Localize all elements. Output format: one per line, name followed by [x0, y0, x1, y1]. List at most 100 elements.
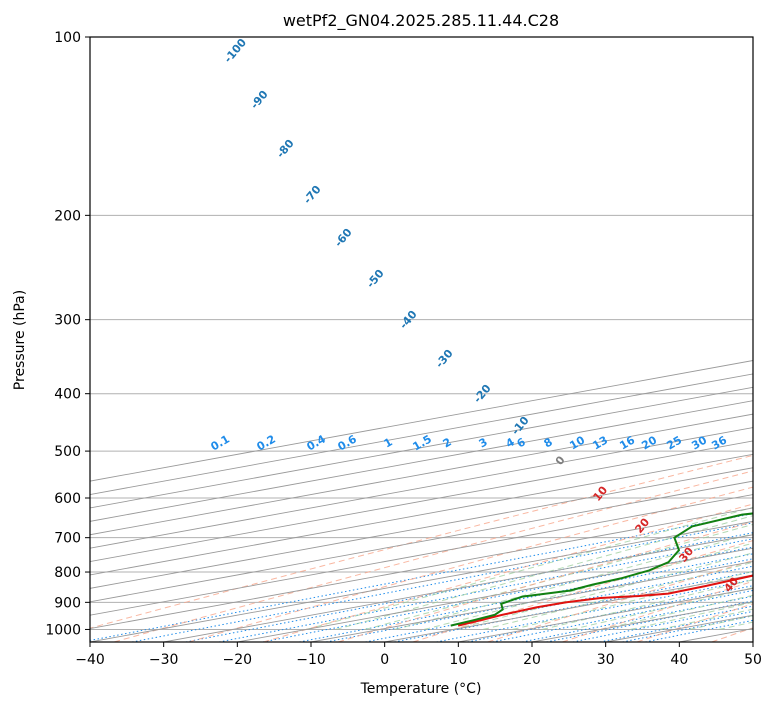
mixing-ratio-label: 13: [590, 434, 610, 453]
isotherm-line: [237, 547, 753, 642]
dry-adiabat-label: -100: [221, 36, 249, 66]
isotherm-grid: [90, 360, 753, 642]
x-tick-label: 30: [597, 652, 615, 668]
y-tick-label: 400: [54, 387, 81, 403]
isotherm-line: [90, 373, 753, 496]
mixing-ratio-label: 0.4: [305, 432, 329, 453]
moist-adiabat-line: [571, 587, 753, 630]
y-tick-label: 1000: [45, 622, 81, 638]
dry-adiabat-line: [487, 559, 753, 642]
y-axis-ticks: 100 200 300 400 500 600 700 800 900 1000: [45, 30, 90, 638]
y-axis-label: Pressure (hPa): [12, 290, 28, 390]
isotherm-line: [90, 520, 753, 642]
dry-adiabat-line: [562, 580, 753, 642]
moist-adiabat-line: [365, 523, 753, 630]
mixing-ratio-label: 8: [542, 435, 555, 450]
moist-adiabat-line: [659, 608, 753, 630]
y-tick-label: 900: [54, 595, 81, 611]
x-tick-label: −10: [296, 652, 326, 668]
mixing-ratio-label: 6: [515, 435, 528, 450]
dry-adiabats: [90, 454, 753, 642]
dry-adiabat-label: -70: [301, 183, 324, 207]
profile-series: [450, 512, 753, 627]
dry-adiabat-label: -60: [332, 226, 355, 250]
dry-adiabat-label: 0: [553, 453, 568, 467]
mixing-ratio-line: [131, 522, 753, 642]
isotherm-line: [90, 413, 753, 536]
isotherm-line: [90, 480, 753, 603]
mixing-ratio-label: 16: [617, 433, 637, 452]
mixing-ratio-label: 20: [639, 433, 659, 452]
dry-adiabat-line: [113, 470, 753, 642]
chart-title: wetPf2_GN04.2025.285.11.44.C28: [283, 11, 559, 31]
dewpoint-line: [450, 512, 753, 627]
moist-adiabat-line: [512, 570, 753, 630]
x-tick-label: 0: [380, 652, 389, 668]
dry-adiabat-line: [188, 486, 753, 642]
plot-area: 0.1 0.2 0.4 0.6 1 1.5 2 3 46 8 10 13 16 20 25 30 36-100-…: [90, 36, 753, 642]
dry-adiabat-label: -40: [397, 308, 420, 332]
mixing-ratio-label: 3: [477, 435, 490, 450]
mixing-ratio-label: 4: [504, 435, 517, 450]
moist-adiabat-line: [424, 542, 753, 630]
isotherm-line: [90, 386, 753, 509]
mixing-ratio-line: [546, 600, 753, 642]
x-tick-label: 50: [744, 652, 762, 668]
mixing-ratio-line: [522, 595, 753, 642]
mixing-ratio-line: [622, 615, 753, 642]
dry-adiabat-label: -50: [364, 267, 387, 291]
moist-adiabat-line: [335, 515, 753, 630]
x-axis-ticks: −40 −30 −20 −10 0 10 20 30 40 50: [75, 642, 762, 668]
x-tick-label: 40: [670, 652, 688, 668]
moist-adiabat-line: [689, 615, 753, 630]
mixing-ratio-line: [326, 558, 753, 642]
y-tick-label: 500: [54, 444, 81, 460]
y-tick-label: 700: [54, 531, 81, 547]
moist-adiabat-line: [394, 533, 753, 630]
moist-adiabat-line: [541, 579, 753, 630]
isotherm-line: [458, 587, 753, 642]
isotherm-line: [90, 360, 753, 482]
mixing-ratio-line: [90, 513, 753, 641]
plot-frame: [89, 36, 754, 643]
isotherm-line: [90, 440, 753, 563]
isotherm-line: [90, 453, 753, 576]
mixing-ratio-label: 25: [664, 434, 684, 453]
x-tick-label: −40: [75, 652, 105, 668]
isotherm-line: [90, 494, 753, 616]
isotherm-line: [90, 427, 753, 549]
y-tick-label: 100: [54, 30, 81, 46]
mixing-ratio-label: 2: [441, 435, 454, 450]
dry-adiabat-line: [90, 454, 753, 629]
isotherm-line: [310, 561, 753, 642]
moist-adiabat-line: [453, 552, 753, 630]
y-tick-label: 800: [54, 565, 81, 581]
x-tick-label: −20: [223, 652, 253, 668]
mixing-ratio-line: [492, 589, 753, 642]
dry-adiabat-line: [412, 540, 753, 642]
isotherm-line: [90, 400, 753, 522]
mixing-ratio-line: [262, 546, 753, 642]
mixing-ratio-line: [299, 553, 753, 642]
isotherm-line: [752, 641, 753, 642]
dry-adiabat-line: [711, 627, 753, 642]
isotherm-line: [90, 507, 753, 630]
dry-adiabat-label: -80: [274, 137, 297, 161]
dry-adiabat-label: -20: [471, 382, 494, 406]
isotherm-line: [90, 467, 753, 589]
temperature-line: [457, 574, 753, 627]
dry-adiabat-label: -90: [248, 88, 271, 112]
x-axis-label: Temperature (°C): [360, 681, 482, 697]
mixing-ratio-label: 0.1: [209, 432, 232, 453]
x-tick-label: 10: [449, 652, 467, 668]
isotherm-line: [163, 534, 753, 642]
dry-adiabat-line: [263, 503, 753, 642]
y-tick-label: 600: [54, 491, 81, 507]
y-tick-label: 200: [54, 208, 81, 224]
x-tick-label: −30: [149, 652, 179, 668]
mixing-ratio-label: 1: [382, 435, 395, 450]
isobar-grid: [90, 37, 753, 630]
y-tick-label: 300: [54, 313, 81, 329]
mixing-ratio-line: [572, 605, 753, 642]
moist-adiabats: [306, 506, 753, 630]
